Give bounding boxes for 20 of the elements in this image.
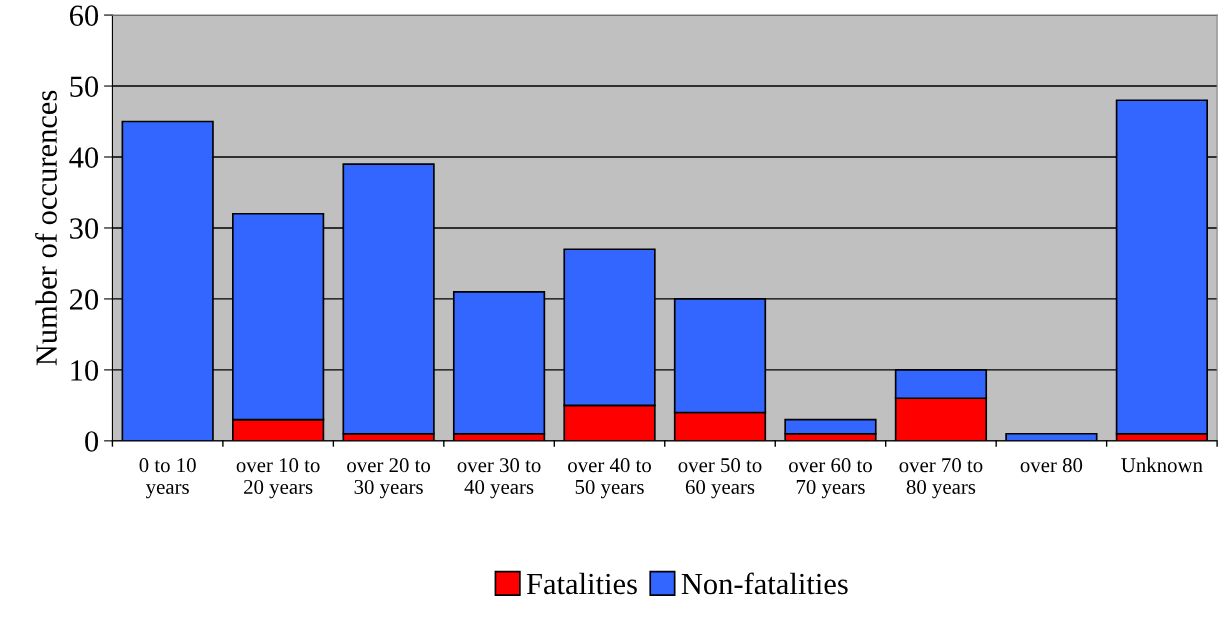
- x-tick-label: Unknown: [1121, 457, 1203, 473]
- x-tick-label: over 10 to 20 years: [236, 458, 320, 499]
- x-tick-label: over 60 to 70 years: [789, 458, 872, 499]
- y-tick-label: 50: [70, 76, 99, 97]
- x-tick-label: 0 to 10 years: [139, 458, 196, 499]
- x-tick-label: over 50 to 60 years: [678, 458, 762, 499]
- x-tick-label: over 20 to 30 years: [347, 458, 431, 499]
- x-tick-label: over 70 to 80 years: [899, 458, 983, 499]
- y-tick-label: 30: [70, 218, 99, 239]
- y-axis-title: Number of occurences: [35, 90, 57, 366]
- x-tick-label: over 40 to 50 years: [568, 458, 651, 499]
- y-tick-label: 20: [70, 289, 99, 310]
- legend-label: Fatalities: [526, 572, 637, 595]
- x-tick-label: over 80: [1020, 458, 1083, 473]
- y-tick-label: 10: [71, 360, 99, 381]
- x-tick-label: over 30 to 40 years: [457, 458, 541, 499]
- y-tick-label: 40: [69, 147, 99, 168]
- y-tick-label: 0: [85, 431, 99, 452]
- y-tick-label: 60: [69, 5, 99, 26]
- legend-label: Non-fatalities: [681, 572, 848, 595]
